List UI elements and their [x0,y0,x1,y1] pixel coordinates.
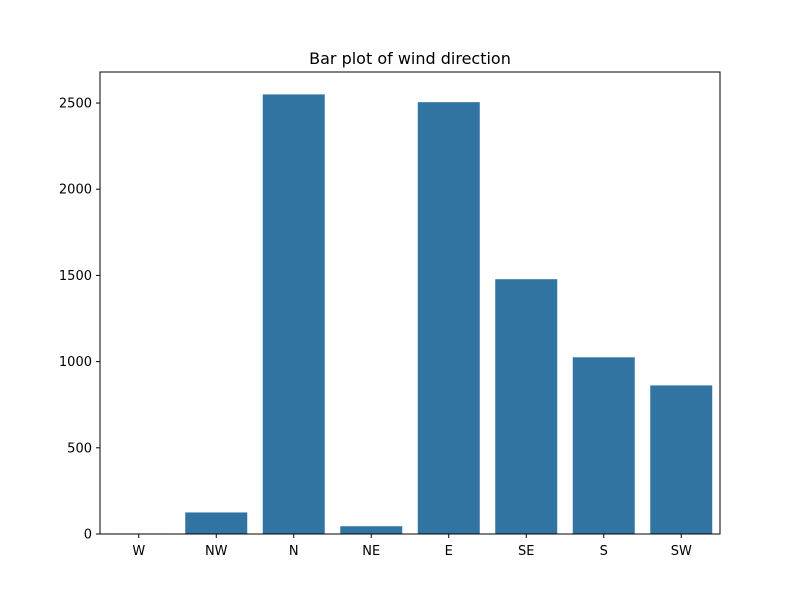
y-tick-label: 2000 [59,183,92,198]
bars-layer [107,94,713,535]
y-tick-label: 1000 [59,355,92,370]
x-tick-label: S [600,544,608,559]
bar-sw [650,385,713,534]
axes-layer: 0 500 1000 1500 2000 2500 W NW N NE E SE S SW [59,71,721,559]
x-tick-label: SW [671,544,692,559]
y-tick-label: 1500 [59,269,92,284]
y-tick-label: 500 [67,441,92,456]
bar-se [495,279,558,534]
bar-n [262,94,325,534]
y-tick-label: 0 [84,528,92,543]
bar-s [572,357,635,534]
x-tick-label: SE [518,544,534,559]
x-tick-label: E [445,544,453,559]
x-tick-label: W [132,544,145,559]
x-tick-label: NW [205,544,228,559]
y-tick-label: 2500 [59,97,92,112]
plot-frame [99,71,721,535]
x-tick-label: N [289,544,299,559]
x-tick-label: NE [362,544,380,559]
bar-nw [185,512,248,534]
chart-title: Bar plot of wind direction [309,49,511,68]
bar-ne [340,526,403,534]
bar-e [417,102,480,535]
